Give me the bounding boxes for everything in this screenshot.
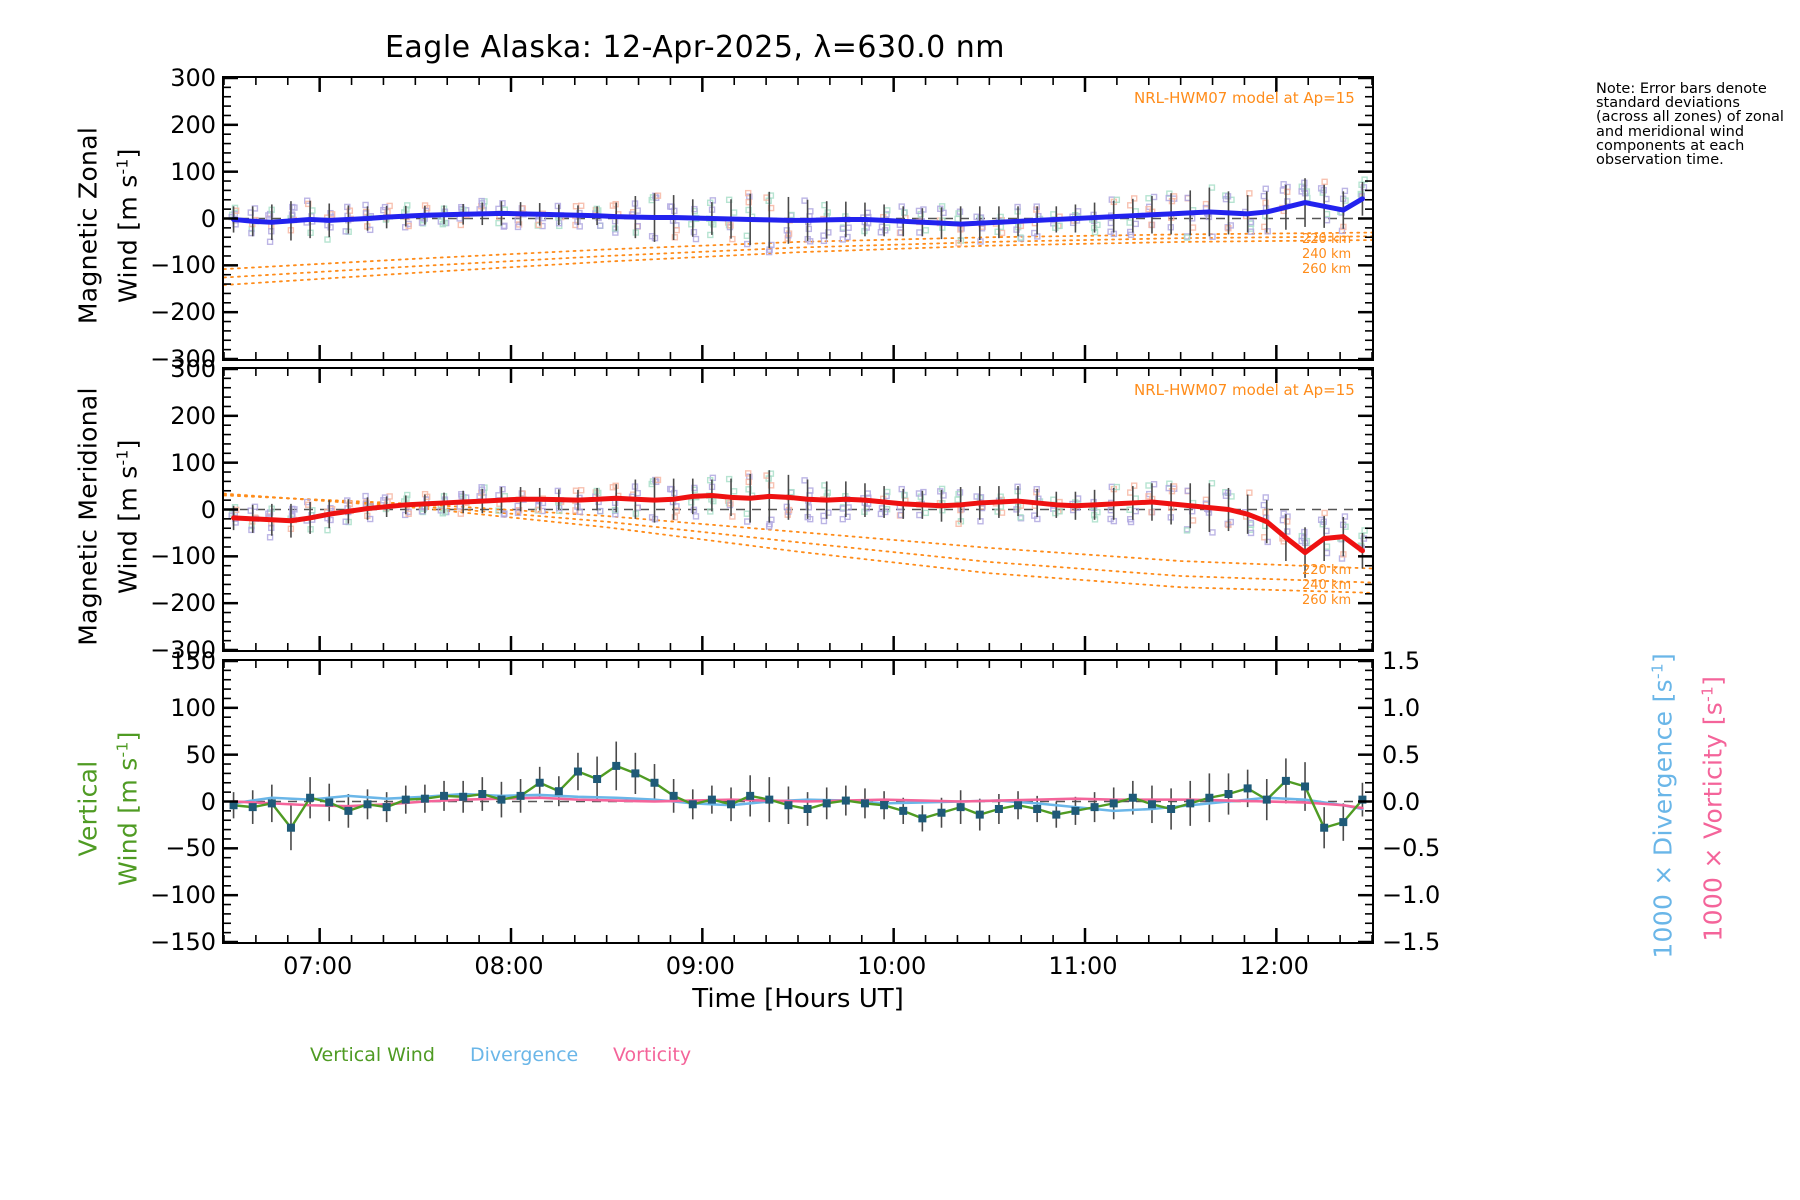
x-tick-7: 07:00 xyxy=(283,952,353,980)
ycolR3-tick-neg1: −1.0 xyxy=(1382,881,1441,910)
page-title: Eagle Alaska: 12-Apr-2025, λ=630.0 nm xyxy=(384,30,1006,65)
panel2-plot-area xyxy=(224,369,1372,650)
panel3-right-y-axis-ticks: −1.5 −1.0 −0.5 0.0 0.5 1.0 1.5 xyxy=(1382,647,1472,956)
x-tick-9: 09:00 xyxy=(665,952,735,980)
panel3-plot-area xyxy=(224,661,1372,942)
panel1-y-axis-ticks: −300 −200 −100 0 100 200 300 xyxy=(138,64,216,373)
legend-divergence: Divergence xyxy=(470,1044,579,1066)
ycol3-tick-neg100: −100 xyxy=(150,881,216,910)
ycol3-tick-150: 150 xyxy=(170,647,216,675)
panel2-y-axis-title-line1: Magnetic Meridional xyxy=(73,387,103,646)
legend-vertical-wind: Vertical Wind xyxy=(310,1044,435,1066)
panel2-km-260-label: 260 km xyxy=(1302,593,1352,608)
ycol1-tick-neg200: −200 xyxy=(150,298,216,327)
ycol2-tick-neg300: −300 xyxy=(150,636,216,664)
ycol1-tick-200: 200 xyxy=(170,110,216,139)
x-tick-8: 08:00 xyxy=(474,952,544,980)
ycol2-tick-300: 300 xyxy=(170,355,216,383)
ycol2-tick-200: 200 xyxy=(170,401,216,430)
panel1-y-axis-title-line2: Wind [m s-1] xyxy=(113,148,143,304)
ycol1-tick-100: 100 xyxy=(170,157,216,186)
panel2-km-220-label: 220 km xyxy=(1302,563,1352,578)
panel3-svg xyxy=(224,661,1372,942)
x-tick-10: 10:00 xyxy=(857,952,927,980)
legend-vorticity: Vorticity xyxy=(613,1044,692,1066)
ycol1-tick-neg300: −300 xyxy=(150,345,216,373)
panel2-model-annotation: NRL-HWM07 model at Ap=15 xyxy=(1134,381,1355,399)
panel1-km-260-label: 260 km xyxy=(1302,262,1352,277)
ycol3-tick-0: 0 xyxy=(200,787,216,816)
panel2-svg xyxy=(224,369,1372,650)
panel1-km-240-label: 240 km xyxy=(1302,247,1352,262)
ycol1-tick-0: 0 xyxy=(200,204,216,233)
ycolR3-tick-1p5: 1.5 xyxy=(1382,647,1421,675)
ycol2-tick-100: 100 xyxy=(170,448,216,477)
ycolR3-tick-neg1p5: −1.5 xyxy=(1382,928,1441,956)
panel3-y-axis-ticks: −150 −100 −50 0 50 100 150 xyxy=(138,647,216,956)
ycolR3-tick-neg0p5: −0.5 xyxy=(1382,834,1441,863)
ycol1-tick-300: 300 xyxy=(170,64,216,92)
ycol3-tick-neg150: −150 xyxy=(150,928,216,956)
ycol3-tick-100: 100 xyxy=(170,693,216,722)
ycol2-tick-0: 0 xyxy=(200,495,216,524)
x-axis-title: Time [Hours UT] xyxy=(692,984,904,1014)
panel3-right-axis-title-divergence: 1000 × Divergence [s-1] xyxy=(1648,652,1678,959)
ycolR3-tick-1: 1.0 xyxy=(1382,693,1421,722)
x-tick-11: 11:00 xyxy=(1048,952,1118,980)
panel-vertical-wind xyxy=(222,659,1374,944)
panel-magnetic-zonal-wind xyxy=(222,76,1374,361)
panel1-model-annotation: NRL-HWM07 model at Ap=15 xyxy=(1134,89,1355,107)
ycolR3-tick-0: 0.0 xyxy=(1382,787,1421,816)
panel1-y-axis-title-line1: Magnetic Zonal xyxy=(73,126,103,325)
panel3-right-axis-title-vorticity: 1000 × Vorticity [s-1] xyxy=(1698,675,1728,942)
x-axis-tick-labels: 07:00 08:00 09:00 10:00 11:00 12:00 xyxy=(222,952,1374,986)
error-bar-note: Note: Error bars denote standard deviati… xyxy=(1596,81,1784,169)
ycol1-tick-neg100: −100 xyxy=(150,251,216,280)
ycol3-tick-neg50: −50 xyxy=(165,834,216,863)
panel1-km-220-label: 220 km xyxy=(1302,232,1352,247)
panel1-plot-area xyxy=(224,78,1372,359)
panel-magnetic-meridional-wind xyxy=(222,367,1374,652)
ycolR3-tick-0p5: 0.5 xyxy=(1382,740,1421,769)
ycol2-tick-neg200: −200 xyxy=(150,589,216,618)
panel2-y-axis-ticks: −300 −200 −100 0 100 200 300 xyxy=(138,355,216,664)
ycol2-tick-neg100: −100 xyxy=(150,542,216,571)
panel2-y-axis-title-line2: Wind [m s-1] xyxy=(113,439,143,595)
panel1-svg xyxy=(224,78,1372,359)
panel3-y-axis-title-line1: Vertical xyxy=(73,760,103,857)
x-tick-12: 12:00 xyxy=(1239,952,1309,980)
panel2-km-240-label: 240 km xyxy=(1302,578,1352,593)
panel3-y-axis-title-line2: Wind [m s-1] xyxy=(113,731,143,887)
ycol3-tick-50: 50 xyxy=(185,740,216,769)
